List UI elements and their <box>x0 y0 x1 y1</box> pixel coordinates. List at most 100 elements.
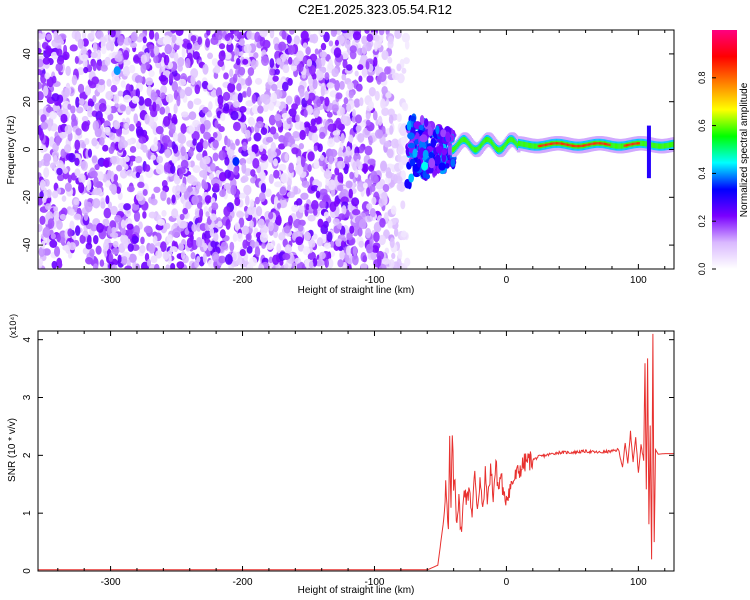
spectrogram-noise-cell <box>278 232 286 241</box>
spectrogram-noise-cell <box>123 37 132 46</box>
spectrogram-noise-cell <box>180 159 189 169</box>
spectrogram-noise-cell <box>361 67 368 78</box>
spectrogram-noise-cell <box>360 263 368 269</box>
snr-x-tick-label: 0 <box>504 577 510 588</box>
spectrogram-noise-cell <box>390 205 397 215</box>
spectrogram-noise-cell <box>231 251 239 262</box>
spectrogram-noise-cell <box>167 112 172 121</box>
spectrogram-noise-cell <box>365 112 371 120</box>
spectrogram-noise-cell <box>379 217 386 228</box>
spectrogram-noise-cell <box>358 75 363 83</box>
spectrogram-noise-cell <box>128 155 137 162</box>
spectrogram-noise-cell <box>191 223 198 232</box>
spectrogram-transition-cell <box>428 166 434 174</box>
spectrogram-noise-cell <box>190 252 196 260</box>
spectrogram-noise-cell <box>153 186 161 193</box>
spectrogram-noise-cell <box>187 185 193 193</box>
spectrogram-noise-cell <box>38 58 44 68</box>
spectrogram-noise-cell <box>377 115 383 126</box>
spectrogram-noise-cell <box>271 83 278 92</box>
spectrogram-noise-cell <box>43 167 50 178</box>
spectrogram-noise-cell <box>232 233 238 242</box>
spectrogram-noise-cell <box>319 188 328 196</box>
spectrogram-noise-cell <box>386 148 394 159</box>
spectrogram-noise-cell <box>352 245 358 257</box>
spectrogram-noise-cell <box>103 207 112 219</box>
spectrogram-noise-cell <box>326 111 333 118</box>
spectrogram-noise-cell <box>254 246 261 258</box>
spectrogram-noise-cell <box>218 150 226 161</box>
spectrogram-noise-cell <box>150 198 158 206</box>
spectrogram-noise-cell <box>239 248 246 257</box>
spectrogram-noise-cell <box>241 175 249 183</box>
spectrogram-noise-cell <box>102 144 109 152</box>
spectrogram-noise-cell <box>335 92 343 100</box>
spectrogram-transition-cell <box>407 142 416 149</box>
spectrogram-noise-cell <box>242 239 248 250</box>
spectrogram-noise-cell <box>211 202 219 211</box>
spectrogram-noise-cell <box>175 38 184 46</box>
spectrogram-noise-cell <box>56 167 63 176</box>
spectrogram-noise-cell <box>110 205 118 216</box>
spectrogram-noise-cell <box>161 134 171 144</box>
spectrogram-noise-cell <box>322 162 327 171</box>
spectrogram-noise-cell <box>74 157 80 167</box>
spectrogram-noise-cell <box>388 114 394 125</box>
spectrogram-noise-cell <box>178 167 186 174</box>
spectrogram-noise-cell <box>155 163 165 175</box>
spectrogram-x-tick-label: 0 <box>504 275 510 286</box>
spectrogram-noise-cell <box>289 30 295 35</box>
spectrogram-transition-cell <box>419 114 425 125</box>
spectrogram-noise-cell <box>246 30 253 40</box>
spectrogram-noise-cell <box>186 174 195 184</box>
spectrogram-noise-cell <box>313 145 318 152</box>
spectrogram-noise-cell <box>79 234 86 244</box>
spectrogram-noise-cell <box>335 117 342 129</box>
spectrogram-noise-cell <box>168 72 174 83</box>
spectrogram-noise-cell <box>362 182 368 189</box>
spectrogram-noise-cell <box>127 243 134 252</box>
spectrogram-noise-cell <box>291 147 299 155</box>
spectrogram-noise-cell <box>89 248 95 257</box>
spectrogram-noise-cell <box>56 160 64 170</box>
spectrogram-noise-cell <box>91 155 98 164</box>
spectrogram-noise-cell <box>282 253 291 261</box>
spectrogram-noise-cell <box>298 205 305 213</box>
spectrogram-noise-cell <box>186 237 194 248</box>
spectrogram-highlight-cell <box>421 161 429 171</box>
spectrogram-noise-cell <box>92 60 97 72</box>
spectrogram-noise-cell <box>128 253 137 263</box>
spectrogram-noise-cell <box>123 163 129 171</box>
spectrogram-noise-cell <box>129 42 137 49</box>
spectrogram-noise-cell <box>120 80 126 88</box>
spectrogram-noise-cell <box>202 139 209 150</box>
spectrogram-noise-cell <box>170 262 176 269</box>
spectrogram-noise-cell <box>253 52 259 59</box>
spectrogram-noise-cell <box>148 44 155 52</box>
spectrogram-noise-cell <box>400 155 409 166</box>
spectrogram-noise-cell <box>324 242 331 249</box>
spectrogram-noise-cell <box>209 162 216 172</box>
spectrogram-noise-cell <box>249 220 254 229</box>
spectrogram-noise-cell <box>270 142 277 153</box>
spectrogram-noise-cell <box>391 252 396 260</box>
spectrogram-noise-cell <box>57 174 65 182</box>
spectrogram-noise-cell <box>51 93 60 102</box>
spectrogram-noise-cell <box>202 106 209 114</box>
spectrogram-noise-cell <box>107 169 112 180</box>
spectrogram-noise-cell <box>371 245 379 253</box>
spectrogram-noise-cell <box>324 96 330 107</box>
spectrogram-noise-cell <box>278 163 287 171</box>
spectrogram-noise-cell <box>355 114 362 124</box>
spectrogram-noise-cell <box>186 42 193 50</box>
spectrogram-noise-cell <box>230 184 237 196</box>
spectrogram-noise-cell <box>78 182 85 194</box>
spectrogram-noise-cell <box>113 174 118 182</box>
spectrogram-noise-cell <box>68 152 76 163</box>
spectrogram-noise-cell <box>81 115 89 123</box>
spectrogram-noise-cell <box>60 113 68 124</box>
spectrogram-transition-cell <box>418 140 426 150</box>
spectrogram-noise-cell <box>171 34 177 44</box>
spectrogram-noise-cell <box>139 245 146 254</box>
spectrogram-noise-cell <box>217 123 222 130</box>
